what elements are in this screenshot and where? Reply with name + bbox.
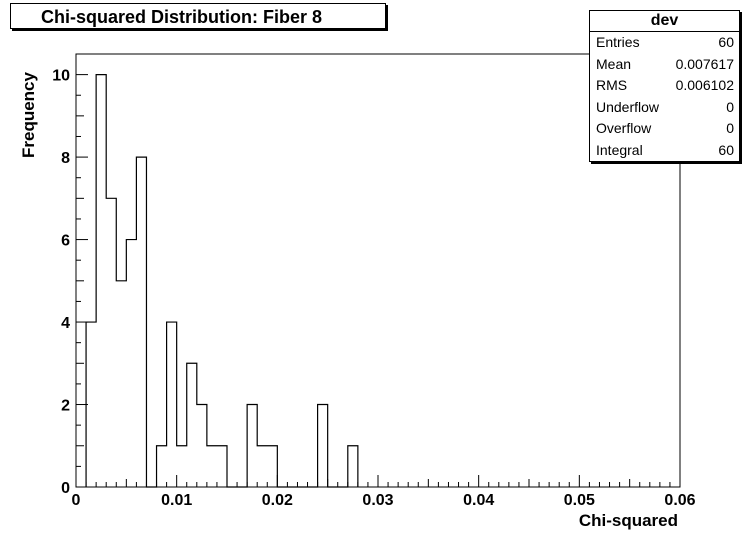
histogram-bin: [126, 240, 136, 487]
histogram-bin: [167, 322, 177, 487]
histogram-bin: [177, 446, 187, 487]
stats-row-entries: Entries 60: [590, 32, 739, 54]
histogram-bin: [197, 405, 207, 487]
stats-label: Integral: [596, 141, 643, 158]
stats-row-overflow: Overflow 0: [590, 118, 739, 140]
histogram-bin: [257, 446, 267, 487]
histogram-bin: [136, 157, 146, 487]
y-axis: 0 2 4 6 8 10: [52, 53, 88, 497]
histogram-bars: [85, 74, 359, 488]
y-axis-label: Frequency: [19, 71, 38, 158]
histogram-bin: [207, 446, 217, 487]
stats-row-mean: Mean 0.007617: [590, 54, 739, 76]
stats-label: Overflow: [596, 120, 652, 137]
stats-label: Mean: [596, 55, 632, 72]
stats-value: 0.006102: [675, 77, 734, 94]
x-axis-label: Chi-squared: [579, 511, 678, 530]
stats-value: 0.007617: [675, 55, 734, 72]
stats-value: 60: [718, 34, 734, 50]
x-axis: 0 0.01 0.02 0.03 0.04 0.05 0.06: [72, 475, 696, 509]
y-tick-label: 2: [61, 398, 70, 415]
stats-row-underflow: Underflow 0: [590, 97, 739, 119]
histogram-bin: [116, 281, 126, 487]
x-tick-label: 0.06: [664, 492, 695, 509]
stats-box-title: dev: [590, 11, 739, 32]
x-tick-label: 0.01: [161, 492, 192, 509]
stats-row-rms: RMS 0.006102: [590, 75, 739, 97]
histogram-bin: [267, 446, 277, 487]
y-tick-label: 8: [61, 150, 70, 167]
histogram-bin: [96, 75, 106, 487]
y-tick-label: 4: [61, 315, 70, 332]
histogram-bin: [106, 198, 116, 487]
histogram-outline: [85, 74, 359, 488]
stats-value: 60: [718, 141, 734, 158]
x-tick-label: 0: [72, 492, 81, 509]
stats-row-integral: Integral 60: [590, 140, 739, 162]
stats-box: dev Entries 60 Mean 0.007617 RMS 0.006102 Unde…: [589, 10, 740, 162]
stats-label: RMS: [596, 77, 628, 94]
y-tick-label: 0: [61, 480, 70, 497]
chart-title: Chi-squared Distribution: Fiber 8: [10, 3, 386, 29]
histogram-bin: [318, 405, 328, 487]
histogram-bin: [247, 405, 257, 487]
y-tick-label: 10: [52, 68, 70, 85]
histogram-bin: [348, 446, 358, 487]
x-tick-label: 0.02: [262, 492, 293, 509]
y-tick-label: 6: [61, 233, 70, 250]
histogram-bin: [157, 446, 167, 487]
stats-value: 0: [726, 98, 734, 115]
histogram-bin: [217, 446, 227, 487]
x-tick-label: 0.05: [564, 492, 595, 509]
stats-value: 0: [726, 120, 734, 137]
histogram-bin: [187, 363, 197, 487]
stats-label: Underflow: [596, 98, 660, 115]
x-tick-label: 0.04: [463, 492, 494, 509]
x-tick-label: 0.03: [362, 492, 393, 509]
stats-label: Entries: [596, 34, 640, 50]
